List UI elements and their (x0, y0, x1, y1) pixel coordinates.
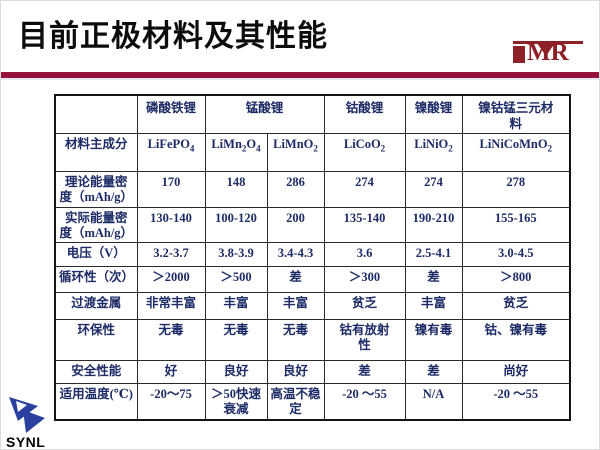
table-cell: ＞50快速衰减 (204, 382, 268, 421)
table-cell: 3.0-4.5 (461, 241, 571, 267)
header-lifepo4: 磷酸铁锂 (136, 94, 206, 134)
table-cell: LiNiCoMnO2 (461, 132, 571, 172)
table-cell: 丰富 (266, 291, 325, 320)
imr-logo: MR (512, 34, 586, 66)
header-licoo2: 钴酸锂 (323, 94, 406, 134)
table-cell: LiNiO2 (404, 132, 463, 172)
table-cell: LiCoO2 (323, 132, 406, 172)
table-cell: 200 (266, 206, 325, 243)
table-cell: -20 ～55 (461, 382, 571, 421)
table-cell: 148 (204, 170, 268, 208)
table-cell: 贫乏 (461, 291, 571, 320)
table-row-safety: 安全性能 好 良好 良好 差 差 尚好 (54, 359, 571, 384)
table-row-actual-capacity: 实际能量密度（mAh/g） 130-140 100-120 200 135-14… (54, 206, 571, 243)
table-cell: 100-120 (204, 206, 268, 243)
table-row-voltage: 电压（V） 3.2-3.7 3.8-3.9 3.4-4.3 3.6 2.5-4.… (54, 241, 571, 267)
table-cell: ＞800 (461, 265, 571, 293)
table-cell: N/A (404, 382, 463, 421)
table-cell: 3.2-3.7 (136, 241, 206, 267)
imr-logo-triangle-icon (537, 43, 555, 56)
table-cell: 钴、镍有毒 (461, 318, 571, 361)
table-cell: 无毒 (266, 318, 325, 361)
row-label: 循环性（次） (54, 265, 138, 293)
table-cell: 差 (404, 359, 463, 384)
imr-logo-line (513, 41, 583, 44)
table-cell: 155-165 (461, 206, 571, 243)
table-row-theoretical-capacity: 理论能量密度（mAh/g） 170 148 286 274 274 278 (54, 170, 571, 208)
table-cell: 差 (323, 359, 406, 384)
table-cell: 贫乏 (323, 291, 406, 320)
table-cell: ＞2000 (136, 265, 206, 293)
table-cell: 非常丰富 (136, 291, 206, 320)
table-cell: 差 (266, 265, 325, 293)
header-blank-cell (54, 94, 138, 134)
synl-logo: SYNL (6, 396, 58, 450)
table-cell: 好 (136, 359, 206, 384)
table-cell: LiFePO4 (136, 132, 206, 172)
table-row-temperature-range: 适用温度(℃) -20～75 ＞50快速衰减 高温不稳定 -20 ～55 N/A… (54, 382, 571, 421)
table-cell: LiMnO2 (266, 132, 325, 172)
table-cell: 无毒 (204, 318, 268, 361)
table-cell: 3.6 (323, 241, 406, 267)
table-cell: 高温不稳定 (266, 382, 325, 421)
synl-logo-icon (9, 397, 45, 433)
table-cell: 278 (461, 170, 571, 208)
table-cell: ＞500 (204, 265, 268, 293)
table-cell: 274 (404, 170, 463, 208)
table-cell: 274 (323, 170, 406, 208)
table-cell: -20～75 (136, 382, 206, 421)
row-label: 适用温度(℃) (54, 382, 138, 421)
row-label: 材料主成分 (54, 132, 138, 172)
table-header-row: 磷酸铁锂 锰酸锂 钴酸锂 镍酸锂 镍钴锰三元材料 (54, 94, 571, 134)
table-cell: 2.5-4.1 (404, 241, 463, 267)
imr-logo-text: MR (527, 39, 569, 66)
table-cell: 3.4-4.3 (266, 241, 325, 267)
table-row-cycle-life: 循环性（次） ＞2000 ＞500 差 ＞300 差 ＞800 (54, 265, 571, 293)
table-cell: 135-140 (323, 206, 406, 243)
table-cell: -20 ～55 (323, 382, 406, 421)
table-cell: 无毒 (136, 318, 206, 361)
page-title: 目前正极材料及其性能 (18, 20, 328, 53)
row-label: 过渡金属 (54, 291, 138, 320)
row-label: 安全性能 (54, 359, 138, 384)
table-cell: LiMn2O4 (204, 132, 268, 172)
table-cell: 良好 (204, 359, 268, 384)
title-divider (1, 72, 599, 78)
table-cell: 190-210 (404, 206, 463, 243)
header-limn: 锰酸锂 (204, 94, 325, 134)
imr-logo-i-block (513, 46, 525, 63)
table-cell: 286 (266, 170, 325, 208)
row-label: 实际能量密度（mAh/g） (54, 206, 138, 243)
table-row-composition: 材料主成分 LiFePO4 LiMn2O4 LiMnO2 LiCoO2 LiNi… (54, 132, 571, 172)
table-cell: 尚好 (461, 359, 571, 384)
table-cell: ＞300 (323, 265, 406, 293)
cathode-materials-table: 磷酸铁锂 锰酸锂 钴酸锂 镍酸锂 镍钴锰三元材料 材料主成分 LiFePO4 L… (54, 94, 572, 422)
header-ternary: 镍钴锰三元材料 (461, 94, 571, 134)
table-cell: 良好 (266, 359, 325, 384)
table-cell: 差 (404, 265, 463, 293)
table-row-transition-metal: 过渡金属 非常丰富 丰富 丰富 贫乏 丰富 贫乏 (54, 291, 571, 320)
table-cell: 丰富 (404, 291, 463, 320)
table-cell: 钴有放射性 (323, 318, 406, 361)
table-cell: 170 (136, 170, 206, 208)
header-linio2: 镍酸锂 (404, 94, 463, 134)
table-cell: 3.8-3.9 (204, 241, 268, 267)
table-cell: 130-140 (136, 206, 206, 243)
table-row-environmental: 环保性 无毒 无毒 无毒 钴有放射性 镍有毒 钴、镍有毒 (54, 318, 571, 361)
row-label: 电压（V） (54, 241, 138, 267)
synl-logo-text: SYNL (6, 434, 46, 450)
row-label: 理论能量密度（mAh/g） (54, 170, 138, 208)
table-cell: 镍有毒 (404, 318, 463, 361)
table-cell: 丰富 (204, 291, 268, 320)
row-label: 环保性 (54, 318, 138, 361)
